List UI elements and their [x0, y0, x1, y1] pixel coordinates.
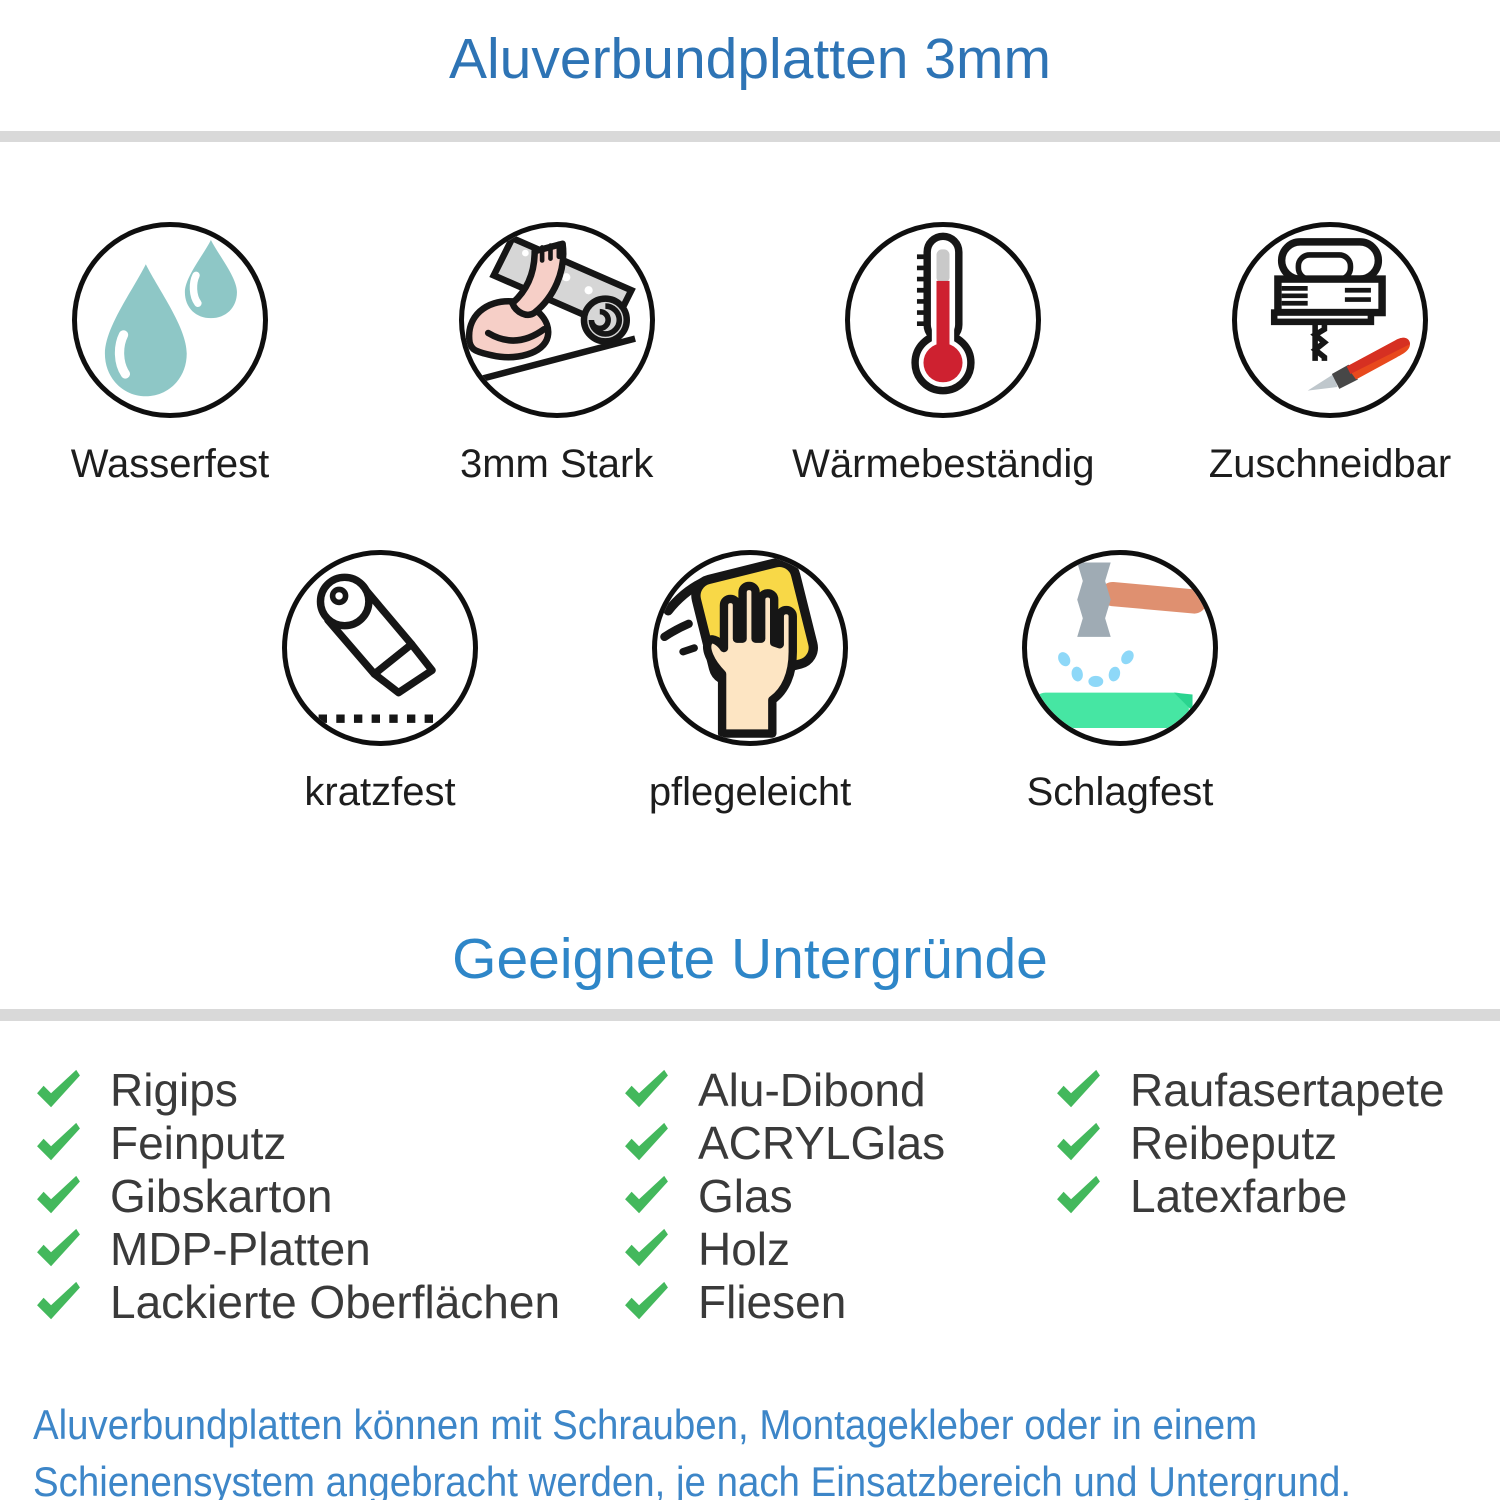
features-row-2: kratzfest pflegeleicht [220, 550, 1280, 815]
check-icon [1057, 1122, 1100, 1161]
muscle-arm-icon [465, 233, 636, 383]
feature-kratzfest: kratzfest [220, 550, 540, 815]
list-item-label: Lackierte Oberflächen [110, 1275, 561, 1328]
check-icon [37, 1175, 80, 1214]
hammer-icon [1032, 562, 1207, 728]
feature-schlagfest: Schlagfest [960, 550, 1280, 815]
page-title: Aluverbundplatten 3mm [448, 27, 1051, 91]
check-icon [625, 1069, 668, 1108]
list-item-label: MDP-Platten [110, 1222, 371, 1275]
check-icon [625, 1175, 668, 1214]
substrates-column-3: Raufasertapete Reibeputz Latexfarbe [1055, 1063, 1500, 1328]
feature-circle [458, 222, 655, 418]
list-item: Raufasertapete [1055, 1063, 1500, 1116]
list-item: Glas [623, 1169, 1055, 1222]
features-row-1: Wasserfest 3mm Star [10, 222, 1490, 487]
list-item: Fliesen [623, 1275, 1055, 1328]
thermometer-icon [911, 232, 975, 395]
wiping-hand-icon [660, 557, 818, 738]
list-item: ACRYLGlas [623, 1116, 1055, 1169]
feature-label: kratzfest [304, 770, 456, 814]
utility-knife-icon [316, 573, 442, 723]
check-icon [37, 1122, 80, 1161]
list-item: Rigips [35, 1063, 623, 1116]
list-item-label: Alu-Dibond [698, 1063, 926, 1116]
feature-label: Zuschneidbar [1208, 442, 1452, 486]
list-item-label: Glas [698, 1169, 793, 1222]
list-item-label: Holz [698, 1222, 791, 1275]
list-item-label: ACRYLGlas [698, 1116, 946, 1169]
list-item: MDP-Platten [35, 1222, 623, 1275]
divider-bar-top [0, 131, 1500, 142]
feature-waermebestaendig: Wärmebeständig [783, 222, 1103, 487]
feature-circle [845, 222, 1042, 418]
list-item: Reibeputz [1055, 1116, 1500, 1169]
footer-note: Aluverbundplatten können mit Schrauben, … [33, 1396, 1351, 1500]
list-item-label: Feinputz [110, 1116, 287, 1169]
list-item-label: Fliesen [698, 1275, 847, 1328]
water-drops-icon [104, 240, 237, 397]
section-title: Geeignete Untergründe [452, 927, 1048, 991]
list-item-label: Latexfarbe [1130, 1169, 1348, 1222]
substrates-column-2: Alu-Dibond ACRYLGlas Glas Holz Fliesen [623, 1063, 1055, 1328]
feature-circle [1022, 550, 1218, 746]
feature-label: Schlagfest [1026, 770, 1214, 814]
substrates-column-1: Rigips Feinputz Gibskarton MDP-Platten L… [35, 1063, 623, 1328]
check-icon [1057, 1175, 1100, 1214]
check-icon [625, 1281, 668, 1320]
feature-pflegeleicht: pflegeleicht [590, 550, 910, 815]
list-item: Latexfarbe [1055, 1169, 1500, 1222]
feature-circle [282, 550, 478, 746]
list-item: Lackierte Oberflächen [35, 1275, 623, 1328]
feature-wasserfest: Wasserfest [10, 222, 330, 487]
list-item: Feinputz [35, 1116, 623, 1169]
list-item: Alu-Dibond [623, 1063, 1055, 1116]
list-item-label: Reibeputz [1130, 1116, 1338, 1169]
divider-bar-section [0, 1009, 1500, 1021]
list-item: Gibskarton [35, 1169, 623, 1222]
feature-label: Wasserfest [70, 442, 270, 486]
check-icon [625, 1228, 668, 1267]
footer-line-1: Aluverbundplatten können mit Schrauben, … [33, 1401, 1258, 1448]
feature-circle [1231, 222, 1428, 418]
feature-label: Wärmebeständig [792, 442, 1095, 486]
feature-circle [652, 550, 848, 746]
check-icon [1057, 1069, 1100, 1108]
feature-label: pflegeleicht [648, 770, 852, 814]
footer-line-2: Schienensystem angebracht werden, je nac… [33, 1458, 1352, 1500]
substrates-list: Rigips Feinputz Gibskarton MDP-Platten L… [35, 1063, 1500, 1328]
check-icon [37, 1281, 80, 1320]
list-item: Holz [623, 1222, 1055, 1275]
feature-3mm-stark: 3mm Stark [397, 222, 717, 487]
check-icon [37, 1069, 80, 1108]
check-icon [625, 1122, 668, 1161]
list-item-label: Raufasertapete [1130, 1063, 1445, 1116]
check-icon [37, 1228, 80, 1267]
list-item-label: Gibskarton [110, 1169, 333, 1222]
jigsaw-icon [1270, 238, 1410, 391]
feature-circle [72, 222, 268, 418]
feature-zuschneidbar: Zuschneidbar [1170, 222, 1490, 487]
feature-label: 3mm Stark [459, 442, 654, 486]
list-item-label: Rigips [110, 1063, 238, 1116]
